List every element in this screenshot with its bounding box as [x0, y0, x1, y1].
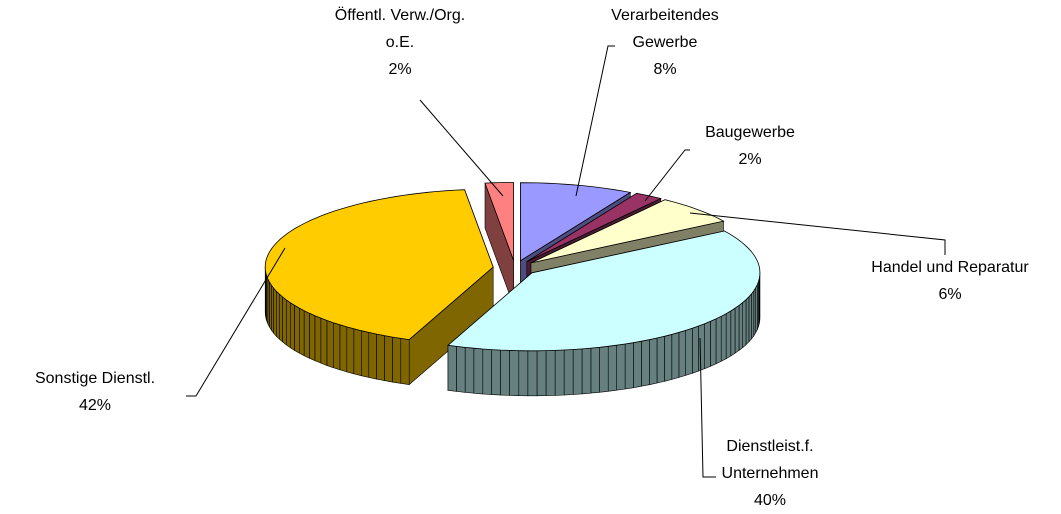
leader-line [186, 247, 286, 397]
value-label: 40% [754, 492, 786, 509]
slice-side [491, 349, 502, 396]
slice-side [616, 343, 626, 391]
slice-top [520, 182, 632, 262]
slice-side [289, 302, 295, 351]
value-label: 6% [938, 286, 961, 303]
slice-label: Baugewerbe [705, 124, 795, 141]
slice-side [376, 333, 385, 381]
slice-side [368, 332, 377, 380]
slice-side [581, 347, 592, 395]
slice-side [332, 322, 341, 371]
slice-side [678, 329, 687, 378]
slice-side [527, 350, 538, 397]
slice-side [303, 310, 310, 359]
slice-side [285, 299, 291, 349]
slice-label: Öffentl. Verw./Org. o.E. [335, 6, 465, 51]
slice-side [314, 315, 322, 364]
slice-side [730, 307, 736, 357]
slice-side [590, 346, 600, 394]
slice-side [710, 318, 717, 367]
leader-line [419, 99, 504, 197]
slice-side [554, 349, 565, 396]
leader-line [689, 212, 946, 255]
slice-side [742, 299, 747, 349]
slice-top [484, 182, 515, 261]
slice-side [685, 327, 693, 376]
slice-side [447, 344, 457, 392]
slice-side [320, 317, 328, 366]
slice-side [648, 337, 658, 386]
slice-side [500, 349, 511, 396]
slice-top [530, 199, 725, 264]
slice-side [720, 313, 727, 362]
slice-label: Sonstige Dienstl. [35, 370, 155, 387]
slice-side [282, 296, 287, 346]
slice-side [482, 348, 493, 395]
slice-side [607, 344, 618, 392]
leader-line [575, 45, 615, 197]
slice-side [715, 315, 722, 365]
slice-side [656, 335, 665, 384]
slice-side [641, 339, 650, 387]
slice-side [464, 347, 475, 394]
slice-side [664, 334, 673, 382]
slice-side [339, 324, 348, 373]
slice-side [748, 293, 752, 343]
slice-top [264, 189, 494, 341]
value-label: 42% [79, 397, 111, 414]
slice-side [563, 349, 574, 396]
slice-side [473, 347, 484, 395]
value-label: 2% [738, 151, 761, 168]
slice-side [392, 336, 402, 384]
slice-side [273, 287, 277, 338]
value-label: 2% [388, 61, 411, 78]
slice-side [671, 332, 680, 380]
slice-side [456, 346, 466, 393]
slice-side [309, 312, 316, 362]
slice-side [698, 323, 706, 372]
slice-side [704, 320, 711, 370]
slice-side [346, 326, 355, 375]
slice-side [632, 340, 642, 389]
slice-side [275, 290, 280, 340]
slice-side [294, 304, 300, 354]
slice-side [298, 307, 305, 357]
slice-side [545, 350, 556, 396]
slice-side [271, 284, 275, 335]
slice-side [326, 320, 334, 369]
slice-top [447, 230, 761, 352]
slice-side [599, 345, 609, 393]
slice-label: Verarbeitendes Gewerbe [611, 7, 719, 51]
slice-side [725, 310, 732, 360]
slice-side [745, 296, 750, 346]
slice-side [536, 350, 547, 397]
slice-side [384, 335, 393, 383]
slice-side [572, 348, 583, 395]
slice-side [400, 338, 410, 385]
slice-label: Handel und Reparatur [871, 259, 1029, 276]
leader-line [699, 337, 716, 478]
slice-side [518, 350, 529, 397]
slice-side [278, 293, 284, 343]
slice-label: Dienstleist.f. Unternehmen [722, 438, 819, 482]
slice-side [353, 328, 362, 377]
leader-line [644, 149, 690, 202]
slice-side [360, 330, 370, 378]
slice-side [691, 325, 699, 374]
slice-side [738, 301, 744, 352]
slice-side [734, 304, 740, 354]
value-label: 8% [653, 61, 676, 78]
slice-side [624, 342, 634, 390]
slice-side [751, 289, 755, 340]
slice-side [509, 350, 520, 397]
